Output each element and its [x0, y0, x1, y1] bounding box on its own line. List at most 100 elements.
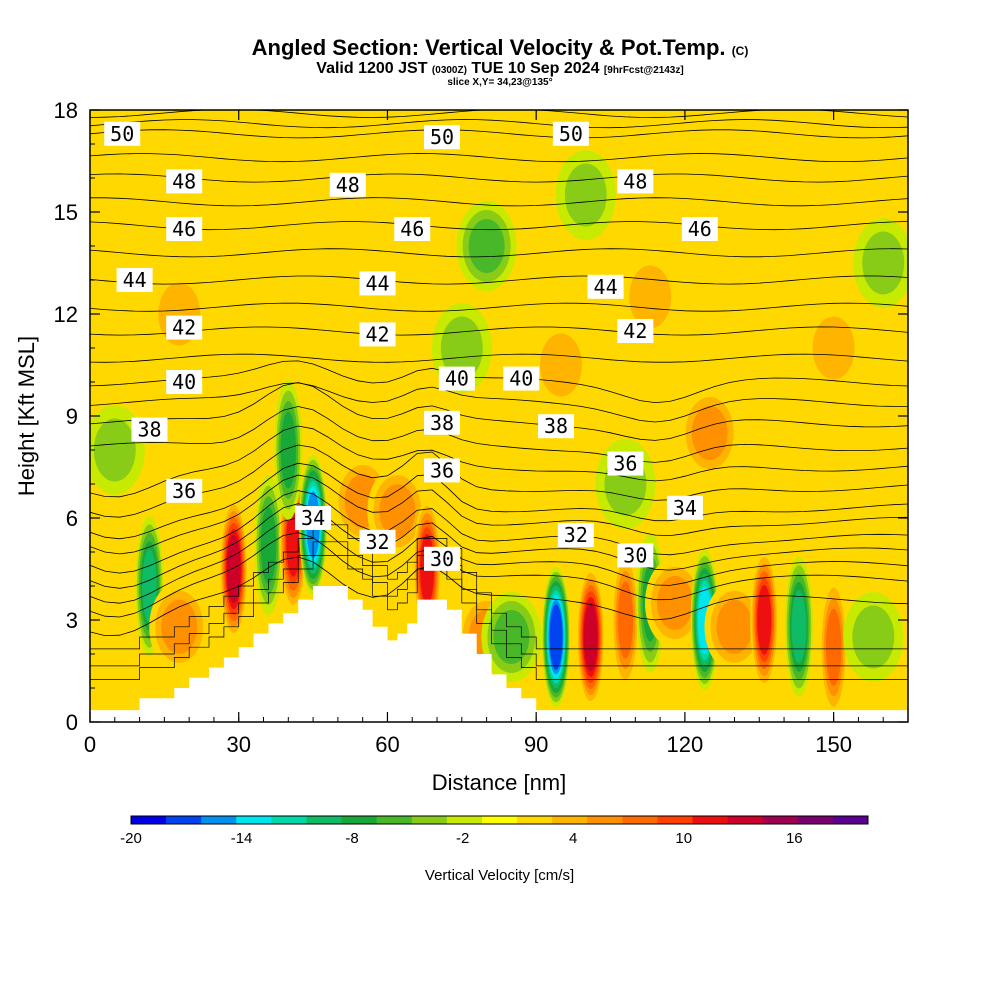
colorbar-tick-label: 4: [569, 830, 577, 847]
contour-label: 40: [503, 366, 540, 391]
velocity-contour-fill: [852, 605, 895, 669]
colorbar-swatch: [446, 816, 483, 824]
contour-label-text: 42: [623, 319, 647, 343]
colorbar-title: Vertical Velocity [cm/s]: [425, 867, 574, 884]
velocity-contour-fill: [260, 506, 277, 584]
velocity-cell: [456, 201, 517, 291]
theta-contour-line: [90, 490, 908, 574]
velocity-cell: [576, 567, 605, 707]
theta-contour-line: [90, 532, 908, 618]
colorbar-swatch: [762, 816, 799, 824]
contour-label-box: [681, 217, 718, 241]
colorbar-tick-label: 10: [675, 830, 692, 847]
subtitle-forecast: [9hrFcst@2143z]: [603, 65, 684, 76]
theta-contour-line: [90, 382, 908, 441]
contour-label: 30: [617, 543, 654, 568]
velocity-cell: [274, 380, 303, 520]
contour-label: 48: [166, 169, 203, 194]
contour-label-box: [666, 495, 703, 520]
velocity-contour-fill: [549, 604, 563, 670]
colorbar-swatch: [797, 816, 834, 824]
contour-label-text: 44: [594, 275, 618, 299]
contour-label-text: 46: [400, 217, 424, 241]
contour-label-text: 38: [137, 418, 161, 442]
x-tick-label: 150: [815, 732, 852, 757]
contour-label-box: [617, 169, 654, 194]
contour-label-text: 36: [613, 452, 637, 476]
colorbar-swatch: [411, 816, 448, 824]
colorbar-swatch: [552, 816, 588, 824]
contour-label: 36: [166, 478, 203, 503]
y-tick-label: 15: [54, 200, 78, 225]
velocity-cell: [90, 405, 145, 495]
theta-contour-line: [90, 474, 908, 555]
contour-label: 46: [166, 217, 203, 241]
contour-label: 38: [131, 417, 168, 442]
contour-label-text: 40: [509, 367, 533, 391]
chart-subtitle: Valid 1200 JST (0300Z) TUE 10 Sep 2024 […: [0, 60, 1000, 79]
theta-contour-line: [90, 197, 908, 207]
contour-label: 44: [359, 271, 396, 296]
contour-label-text: 30: [430, 547, 454, 571]
theta-contour-line: [90, 302, 908, 312]
velocity-cell: [819, 577, 848, 718]
contour-label-text: 44: [365, 271, 389, 295]
colorbar-swatch: [376, 816, 413, 824]
y-tick-label: 0: [66, 710, 78, 735]
contour-label-box: [423, 410, 460, 435]
colorbar-swatch: [622, 816, 658, 824]
velocity-cell: [219, 499, 248, 639]
colorbar-swatch: [306, 816, 343, 824]
contour-label-text: 34: [673, 496, 697, 520]
contour-label: 44: [116, 268, 153, 292]
colorbar-tick-label: -20: [120, 830, 142, 847]
colorbar-swatch: [517, 816, 553, 824]
contour-label: 40: [438, 366, 475, 391]
velocity-contour-fill: [812, 316, 855, 380]
contour-label-box: [607, 451, 644, 476]
velocity-contour-fill: [564, 163, 607, 227]
colorbar-swatch: [236, 816, 272, 824]
x-tick-label: 120: [667, 732, 704, 757]
contour-label: 30: [423, 546, 460, 571]
velocity-contour-fill: [90, 150, 145, 240]
subtitle-valid: Valid 1200 JST: [316, 60, 428, 77]
theta-contour-line: [90, 326, 908, 336]
velocity-contour-fill: [233, 133, 294, 223]
theta-contour-line: [90, 360, 908, 404]
velocity-contour-fill: [656, 576, 693, 630]
theta-contour-line: [90, 119, 908, 129]
colorbar-swatch: [341, 816, 378, 824]
contour-label: 32: [359, 529, 396, 554]
contour-label-box: [359, 529, 396, 554]
contour-label-text: 50: [110, 122, 134, 146]
theta-contour-line: [90, 425, 908, 498]
contour-label: 36: [423, 458, 460, 483]
contour-label-box: [166, 217, 203, 241]
contour-label: 42: [359, 322, 396, 347]
contour-label-text: 40: [445, 367, 469, 391]
velocity-contour-fill: [757, 585, 772, 655]
y-tick-label: 18: [54, 98, 78, 123]
subtitle-utc: (0300Z): [431, 65, 467, 76]
theta-contour-line: [90, 444, 908, 518]
colorbar-swatch: [692, 816, 729, 824]
contour-label: 36: [607, 451, 644, 476]
velocity-cell: [750, 550, 779, 690]
velocity-contour-fill: [629, 265, 672, 329]
contour-label-text: 42: [172, 316, 196, 340]
velocity-contour-fill: [468, 219, 505, 273]
contour-label: 50: [104, 121, 141, 146]
theta-contour-line: [90, 173, 908, 183]
velocity-contour-fill: [617, 581, 634, 659]
contour-label: 32: [557, 523, 594, 547]
velocity-contour-fill: [691, 406, 728, 460]
velocity-contour-fill: [226, 535, 241, 603]
theta-contour-line: [90, 353, 908, 363]
contour-label-box: [587, 274, 624, 299]
contour-label-text: 40: [172, 370, 196, 394]
velocity-contour-fill: [583, 603, 598, 671]
contour-label-text: 50: [559, 122, 583, 146]
